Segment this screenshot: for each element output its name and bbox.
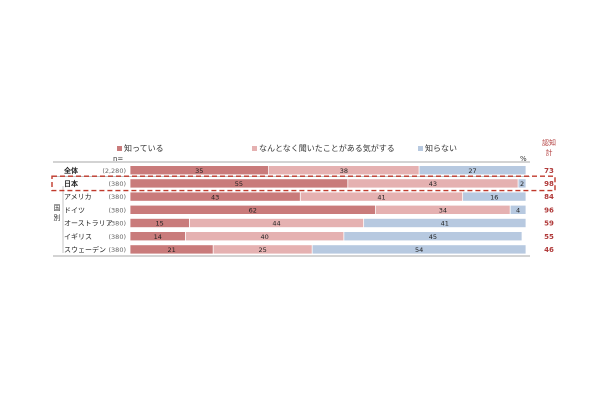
row-2-bar-vaguely-heard <box>300 192 463 201</box>
row-1-bar-vaguely-heard <box>348 179 518 188</box>
row-4-value-unknown: 41 <box>441 220 449 228</box>
row-1-bar-unknown <box>518 179 526 188</box>
row-4-bar-known <box>130 218 189 228</box>
legend-swatch-known <box>117 146 122 151</box>
row-4-total: 59 <box>544 220 554 228</box>
row-0-value-unknown: 27 <box>468 167 476 175</box>
row-1-value-known: 55 <box>235 180 243 188</box>
row-0-bar-known <box>130 166 269 175</box>
legend-item-vaguely-heard: なんとなく聞いたことがある気がする <box>252 143 395 154</box>
row-2-bar-unknown <box>463 192 526 201</box>
row-5-value-unknown: 45 <box>429 233 437 241</box>
row-0-value-vaguely-heard: 38 <box>340 167 348 175</box>
highlight-box <box>51 175 556 192</box>
row-3-bar-unknown <box>510 205 526 214</box>
row-4-label: オーストラリア <box>64 220 113 228</box>
group-label-char: 国 <box>54 204 61 212</box>
row-3-value-vaguely-heard: 34 <box>439 207 447 215</box>
n-header: n= <box>113 155 124 163</box>
row-2-total: 84 <box>544 193 554 201</box>
row-4-value-known: 15 <box>156 220 164 228</box>
row-1-value-vaguely-heard: 43 <box>429 180 437 188</box>
row-5-value-known: 14 <box>154 233 162 241</box>
row-0-n: (2,280) <box>102 167 126 175</box>
row-1-value-unknown: 2 <box>520 180 524 188</box>
row-5-n: (380) <box>109 233 126 241</box>
row-1-label: 日本 <box>64 179 78 188</box>
legend-label-known: 知っている <box>124 144 164 153</box>
total-header-line1: 認知 <box>542 139 556 147</box>
row-6-bar-unknown <box>312 245 526 254</box>
row-3-label: ドイツ <box>64 206 85 214</box>
legend-swatch-vaguely-heard <box>252 146 257 151</box>
row-4-n: (380) <box>109 220 126 228</box>
row-0-bar-unknown <box>419 166 526 175</box>
row-3-value-known: 62 <box>249 207 257 215</box>
row-5-bar-known <box>130 232 186 241</box>
row-5-label: イギリス <box>64 233 92 241</box>
legend-item-unknown: 知らない <box>418 143 457 154</box>
row-1-total: 98 <box>544 180 554 188</box>
row-3-value-unknown: 4 <box>516 207 520 215</box>
row-2-n: (380) <box>109 193 126 201</box>
row-0-label: 全体 <box>63 166 79 175</box>
row-6-value-vaguely-heard: 25 <box>259 246 267 254</box>
row-5-total: 55 <box>544 233 554 241</box>
row-6-value-known: 21 <box>167 246 175 254</box>
row-3-bar-vaguely-heard <box>375 205 510 214</box>
percent-unit: % <box>520 155 527 163</box>
group-label-char: 別 <box>54 213 61 222</box>
legend-label-unknown: 知らない <box>425 144 457 153</box>
row-2-bar-known <box>130 192 300 201</box>
row-6-total: 46 <box>544 246 554 254</box>
row-6-value-unknown: 54 <box>415 246 423 254</box>
legend-item-known: 知っている <box>117 143 164 154</box>
row-6-label: スウェーデン <box>64 245 106 254</box>
row-3-n: (380) <box>109 206 126 214</box>
row-1-bar-known <box>130 179 348 188</box>
row-5-value-vaguely-heard: 40 <box>260 233 268 241</box>
row-5-bar-vaguely-heard <box>185 232 344 241</box>
total-header-line2: 計 <box>545 149 553 157</box>
row-1-n: (380) <box>109 180 126 188</box>
row-2-value-unknown: 16 <box>490 193 498 201</box>
row-2-value-vaguely-heard: 41 <box>377 193 385 201</box>
row-3-total: 96 <box>544 206 554 214</box>
row-5-bar-unknown <box>344 232 522 241</box>
row-0-value-known: 35 <box>195 167 203 175</box>
total-header: 認知 計 <box>537 138 561 158</box>
row-6-bar-known <box>130 245 213 254</box>
row-4-bar-vaguely-heard <box>189 218 364 228</box>
legend-label-vaguely-heard: なんとなく聞いたことがある気がする <box>259 144 395 153</box>
legend-swatch-unknown <box>418 146 423 151</box>
row-0-bar-vaguely-heard <box>269 166 419 175</box>
row-2-value-known: 43 <box>211 193 219 201</box>
row-2-label: アメリカ <box>64 193 92 201</box>
row-3-bar-known <box>130 205 376 214</box>
row-4-value-vaguely-heard: 44 <box>272 220 280 228</box>
row-6-n: (380) <box>109 246 126 254</box>
row-4-bar-unknown <box>364 218 526 228</box>
row-6-bar-vaguely-heard <box>213 245 312 254</box>
row-0-total: 73 <box>544 167 554 175</box>
